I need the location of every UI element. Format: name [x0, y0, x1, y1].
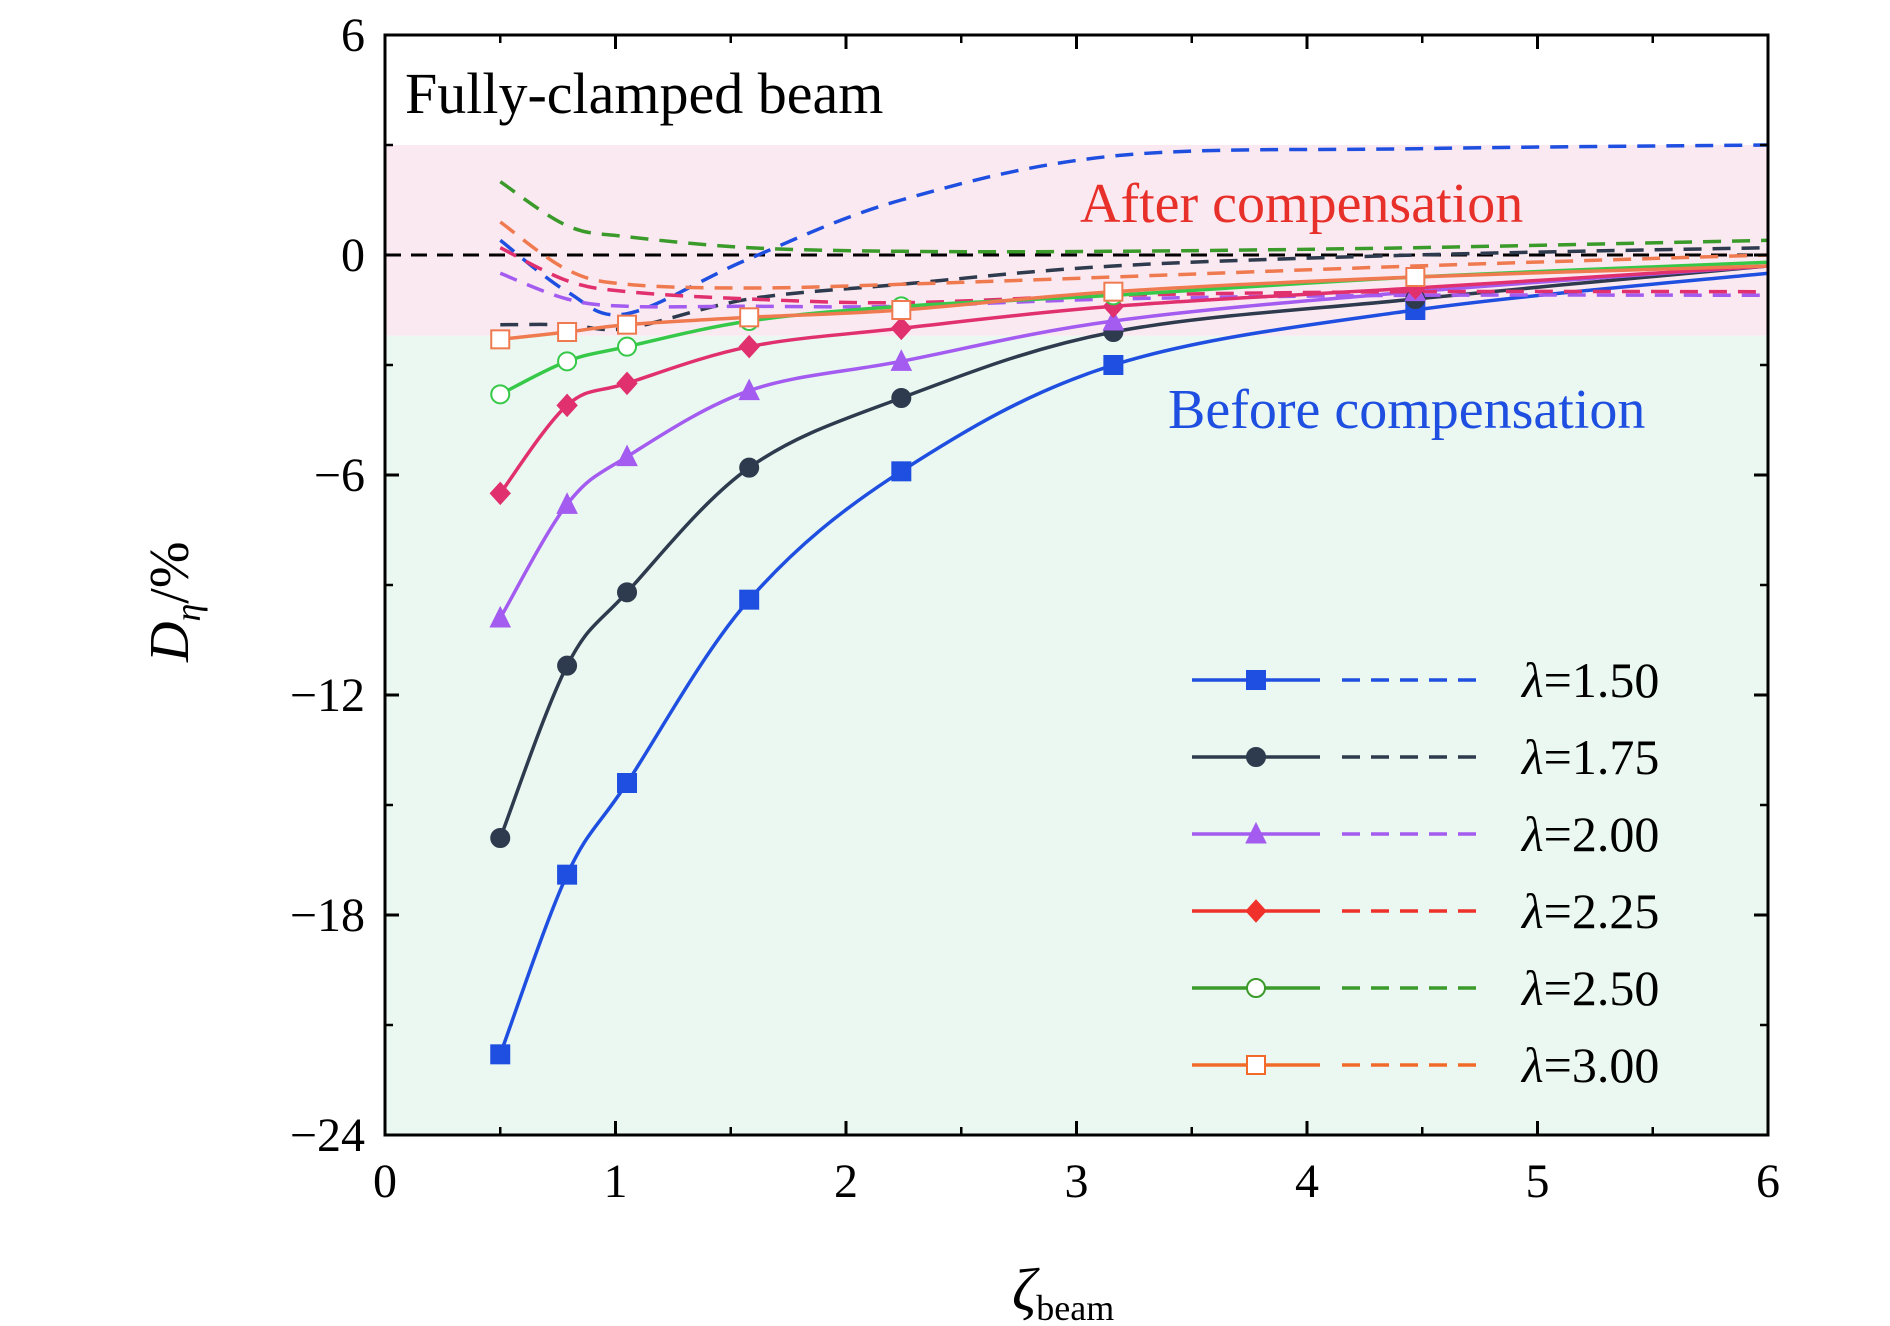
tick-layer: 0 1 2 3 4 5 6 −24 −18 −12 −6 0 6 [290, 9, 1780, 1208]
x-tick-label: 0 [373, 1155, 397, 1208]
data-point-lambda-2-25-4 [890, 316, 912, 341]
legend-label: λ=2.25 [1520, 883, 1659, 939]
data-point-lambda-2-00-4 [890, 349, 913, 371]
chart-title: Fully-clamped beam [405, 61, 883, 126]
region-label-after: After compensation [1080, 173, 1523, 235]
x-tick-label: 1 [604, 1155, 628, 1208]
data-point-lambda-2-50-0 [490, 384, 511, 405]
after-line-lambda-1-50 [499, 143, 1768, 317]
x-tick-label: 3 [1065, 1155, 1089, 1208]
data-point-lambda-2-25-0 [489, 481, 511, 506]
marker-layer [489, 267, 1427, 1065]
data-point-lambda-2-00-5 [1102, 308, 1125, 331]
after-line-lambda-2-50 [499, 180, 1768, 254]
after-line-lambda-3-00 [499, 220, 1768, 290]
x-axis-label: ζbeam [1012, 1257, 1114, 1326]
data-point-lambda-2-00-3 [738, 378, 760, 401]
x-tick-label: 2 [834, 1155, 858, 1208]
data-point-lambda-1-75-2 [617, 582, 638, 603]
y-tick-label: −24 [290, 1109, 365, 1162]
legend-marker [1245, 899, 1267, 923]
y-axis-label: Dη/% [139, 541, 208, 663]
legend-label: λ=2.50 [1520, 960, 1659, 1016]
data-point-lambda-2-25-2 [616, 371, 638, 396]
legend-item: λ=2.25 [1192, 883, 1659, 939]
legend-label: λ=1.75 [1520, 729, 1659, 785]
y-tick-label: −18 [290, 889, 365, 942]
x-tick-label: 4 [1295, 1155, 1319, 1208]
data-point-lambda-1-50-4 [891, 461, 912, 482]
legend-item: λ=2.00 [1192, 806, 1659, 862]
legend-item: λ=1.50 [1192, 652, 1659, 708]
region-layer [385, 145, 1768, 1136]
region-after [385, 145, 1768, 336]
y-tick-label: −6 [314, 449, 365, 502]
data-point-lambda-2-25-3 [738, 334, 760, 359]
data-point-lambda-2-00-0 [489, 605, 512, 628]
data-point-lambda-1-75-1 [557, 655, 578, 676]
legend: λ=1.50 λ=1.75 λ=2.00 λ=2.25 λ=2.50 λ=3.00 [1192, 652, 1659, 1093]
y-tick-label: 0 [341, 229, 365, 282]
data-point-lambda-2-50-2 [617, 336, 638, 357]
data-point-lambda-1-50-2 [617, 773, 638, 793]
before-line-lambda-3-00 [500, 264, 1768, 342]
y-tick-label: 6 [341, 9, 365, 62]
legend-marker [1246, 978, 1266, 998]
legend-label: λ=1.50 [1520, 652, 1659, 708]
legend-label: λ=2.00 [1520, 806, 1659, 862]
after-line-lambda-2-25 [499, 246, 1768, 305]
x-tick-label: 5 [1526, 1155, 1550, 1208]
data-point-lambda-3-00-5 [1103, 281, 1124, 302]
legend-marker [1246, 747, 1266, 767]
data-point-lambda-3-00-6 [1405, 267, 1426, 287]
x-tick-label: 6 [1756, 1155, 1780, 1208]
legend-item: λ=3.00 [1192, 1037, 1659, 1093]
before-line-lambda-2-00 [498, 264, 1768, 619]
data-point-lambda-2-00-1 [556, 492, 578, 514]
data-point-lambda-3-00-1 [557, 322, 578, 342]
data-point-lambda-1-50-3 [739, 589, 760, 610]
y-tick-label: −12 [290, 669, 365, 722]
legend-marker [1246, 670, 1266, 690]
data-point-lambda-2-25-1 [556, 393, 578, 418]
legend-marker [1246, 1055, 1266, 1075]
data-point-lambda-3-00-2 [617, 314, 638, 335]
data-point-lambda-1-75-3 [739, 457, 760, 478]
data-point-lambda-1-50-1 [557, 864, 578, 885]
before-line-lambda-2-25 [498, 264, 1768, 495]
data-point-lambda-3-00-3 [739, 307, 760, 328]
after-line-lambda-1-75 [500, 245, 1768, 332]
region-before [385, 335, 1768, 1136]
data-point-lambda-1-75-0 [490, 828, 511, 848]
data-point-lambda-1-50-0 [490, 1044, 511, 1065]
data-point-lambda-3-00-0 [490, 329, 511, 350]
data-point-lambda-2-00-2 [616, 444, 638, 467]
data-point-lambda-1-50-5 [1103, 355, 1124, 375]
legend-item: λ=2.50 [1192, 960, 1659, 1016]
legend-label: λ=3.00 [1520, 1037, 1659, 1093]
legend-item: λ=1.75 [1192, 729, 1659, 785]
data-point-lambda-2-50-1 [557, 351, 578, 372]
data-point-lambda-3-00-4 [891, 300, 912, 320]
region-label-before: Before compensation [1168, 379, 1645, 441]
legend-marker [1245, 821, 1267, 844]
data-point-lambda-1-75-4 [891, 388, 912, 408]
